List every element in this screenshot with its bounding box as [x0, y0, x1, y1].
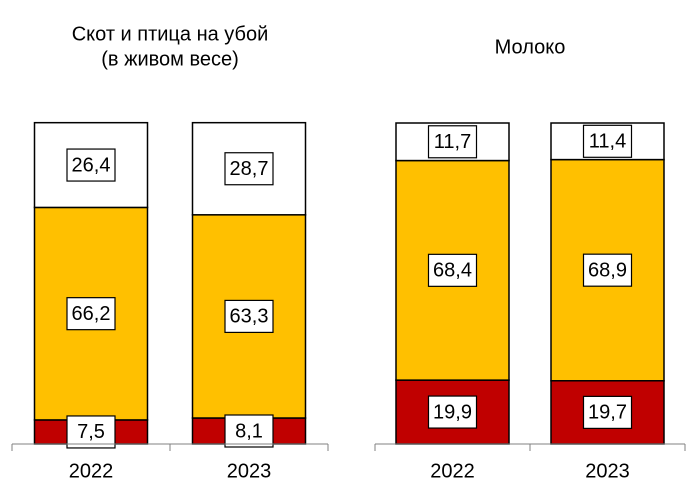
chart-title: (в живом весе) [101, 48, 239, 70]
value-label-box [427, 395, 478, 429]
value-label: 26,4 [72, 154, 111, 176]
value-label-box [427, 253, 478, 287]
x-tick-label: 2023 [227, 460, 272, 482]
value-label: 68,4 [433, 260, 472, 282]
bar-segment [191, 214, 307, 419]
value-label-box [66, 297, 116, 331]
chart-title: Молоко [495, 36, 566, 58]
value-label-box [224, 299, 274, 334]
value-label: 19,7 [588, 402, 627, 424]
value-label-box [224, 152, 274, 186]
value-label: 66,2 [72, 303, 111, 325]
x-tick-label: 2022 [430, 460, 475, 482]
value-label: 7,5 [77, 421, 105, 443]
value-label-box [582, 253, 633, 287]
chart-title: Скот и птица на убой [72, 23, 269, 45]
value-label-box [66, 148, 116, 182]
value-label-box [66, 415, 116, 449]
value-label-box [427, 125, 478, 159]
value-label-box [224, 414, 274, 448]
value-label-box [582, 124, 633, 158]
value-label: 11,4 [589, 131, 626, 153]
x-tick-label: 2022 [69, 460, 114, 482]
value-label: 68,9 [588, 259, 627, 281]
value-label-box [582, 395, 633, 429]
value-label: 28,7 [230, 158, 269, 180]
value-label: 8,1 [235, 420, 263, 442]
value-label: 63,3 [230, 306, 269, 328]
value-label: 19,9 [433, 401, 472, 423]
x-tick-label: 2023 [585, 460, 630, 482]
value-label: 11,7 [434, 131, 471, 153]
